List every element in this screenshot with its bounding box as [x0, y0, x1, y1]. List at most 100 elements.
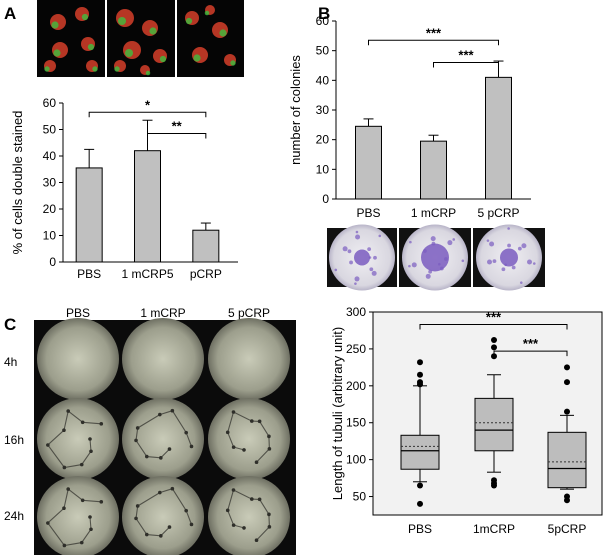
bar: [134, 150, 161, 263]
colony-speck: [425, 273, 431, 279]
tubule-node: [231, 410, 236, 414]
outlier-point: [491, 477, 497, 484]
row-header-24h: 24h: [4, 509, 24, 523]
tubule-node: [267, 512, 271, 517]
fluorescent-cell-green: [204, 10, 210, 16]
y-tick-label: 60: [316, 14, 330, 28]
colony-blob: [421, 243, 449, 272]
tubule-node: [231, 523, 236, 527]
colony-speck: [492, 259, 497, 263]
chart-a: 0 10 20 30 40 50 60 % of cells double stained PB…: [10, 96, 238, 281]
culture-dish: [37, 318, 119, 400]
significance-bracket: [433, 62, 499, 68]
tubule-node: [257, 497, 262, 502]
colony-speck: [334, 268, 338, 272]
tubule-node: [249, 497, 254, 501]
colony-speck: [430, 236, 436, 242]
colony-speck: [486, 239, 490, 242]
colony-speck: [371, 270, 377, 276]
row-header-16h: 16h: [4, 433, 24, 447]
fluorescent-cell-green: [124, 48, 134, 58]
significance-label: **: [172, 118, 183, 133]
colony-speck: [411, 262, 417, 268]
tubule-node: [257, 419, 262, 424]
colony-speck: [487, 259, 493, 265]
y-tick-label: 50: [316, 44, 330, 58]
tubule-node: [80, 420, 85, 425]
significance-label: ***: [486, 310, 502, 325]
culture-dish: [208, 476, 290, 555]
fluorescent-cell-green: [145, 70, 151, 76]
tubule-node: [225, 430, 230, 435]
tubule-node: [254, 538, 259, 543]
outlier-point: [417, 371, 423, 378]
colony-speck: [504, 263, 507, 267]
colony-speck: [447, 240, 453, 246]
significance-bracket: [368, 39, 499, 46]
y-tick-label: 100: [346, 453, 366, 467]
tubule-node: [88, 515, 92, 519]
tubule-node: [167, 447, 172, 451]
fluorescent-cell-green: [53, 49, 61, 57]
y-tick-label: 250: [346, 342, 366, 356]
tubule-node: [144, 454, 149, 459]
panel-letter-c: C: [4, 315, 16, 334]
outlier-point: [564, 493, 570, 500]
colony-speck: [355, 230, 359, 234]
column-header-1mcrp: 1 mCRP: [140, 306, 185, 320]
outlier-point: [564, 379, 570, 386]
outlier-point: [564, 364, 570, 371]
tubule-node: [159, 456, 163, 460]
tubule-node: [158, 490, 162, 495]
fluorescent-cell: [192, 47, 208, 63]
fluorescent-cell-green: [87, 43, 95, 51]
column-header-pbs: PBS: [66, 306, 90, 320]
significance-bracket: [419, 324, 568, 330]
tubule-node: [170, 486, 175, 491]
y-tick-label: 20: [316, 133, 330, 147]
significance-label: ***: [426, 25, 442, 40]
colony-speck: [355, 234, 361, 240]
significance-bracket: [147, 132, 207, 139]
tubule-node: [267, 447, 272, 451]
tubule-node: [184, 430, 188, 435]
outlier-point: [417, 359, 423, 366]
tubule-node: [89, 527, 93, 532]
fluorescent-cell-green: [230, 60, 236, 66]
colony-speck: [349, 260, 353, 265]
significance-bracket: [88, 111, 207, 118]
tubule-node: [242, 526, 246, 530]
colony-speck: [517, 246, 522, 251]
colony-speck: [408, 264, 411, 268]
colony-blob: [354, 249, 370, 266]
fluorescent-cell: [123, 41, 141, 59]
outlier-point: [417, 482, 423, 489]
tubule-node: [99, 500, 104, 504]
tubule-node: [144, 532, 149, 537]
colony-speck: [368, 256, 372, 259]
colony-speck: [444, 257, 448, 261]
colony-speck: [532, 262, 536, 265]
tubule-node: [170, 408, 175, 413]
colony-speck: [489, 241, 495, 247]
fluorescent-cell: [50, 14, 66, 30]
y-tick-label: 30: [316, 103, 330, 117]
box: [474, 397, 514, 452]
tube-formation-grid: PBS 1 mCRP 5 pCRP 4h 16h 24h: [4, 306, 296, 555]
tubule-node: [88, 437, 92, 441]
y-tick-label: 40: [316, 73, 330, 87]
colony-speck: [452, 238, 456, 241]
tubule-node: [66, 487, 70, 491]
fluorescent-cell: [142, 20, 158, 36]
category-label: PBS: [408, 522, 432, 536]
colony-blob: [500, 248, 518, 267]
colony-speck: [373, 255, 377, 260]
tubule-node: [46, 521, 50, 525]
y-tick-label: 300: [346, 305, 366, 319]
fluorescent-cells: [44, 5, 236, 76]
outlier-point: [491, 337, 497, 344]
dish-grid: [37, 318, 290, 555]
fluorescent-cell-green: [44, 66, 50, 72]
category-label: 1 mCRP: [411, 206, 456, 220]
